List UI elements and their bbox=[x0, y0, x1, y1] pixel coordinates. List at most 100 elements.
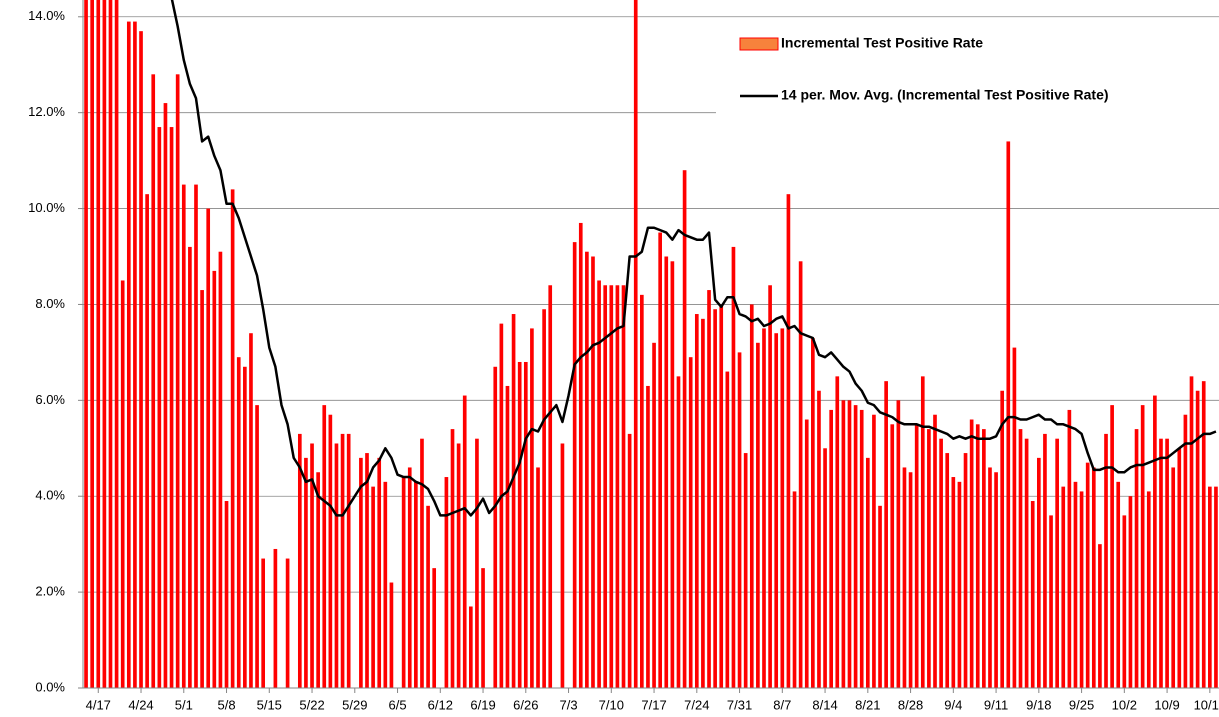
bar bbox=[731, 246, 736, 688]
bar bbox=[658, 232, 662, 688]
bar bbox=[200, 290, 204, 688]
x-tick-label: 4/17 bbox=[86, 697, 111, 712]
bar bbox=[304, 457, 308, 688]
x-tick-label: 5/1 bbox=[175, 697, 193, 712]
y-tick-label: 14.0% bbox=[28, 8, 65, 23]
bar bbox=[359, 457, 363, 688]
bar bbox=[1177, 448, 1182, 688]
bar bbox=[1049, 515, 1053, 688]
y-tick-label: 0.0% bbox=[35, 679, 65, 694]
y-tick-label: 4.0% bbox=[35, 488, 65, 503]
bar bbox=[462, 395, 467, 688]
legend-box bbox=[716, 18, 1219, 116]
bar bbox=[475, 438, 479, 688]
bar bbox=[853, 405, 858, 688]
x-tick-label: 7/10 bbox=[599, 697, 624, 712]
bar bbox=[902, 467, 907, 688]
bar bbox=[1165, 438, 1169, 688]
axes: 0.0% 2.0% 4.0% 6.0% 8.0% 10.0% 12.0% 14.0% 4/17 4… bbox=[28, 0, 1219, 712]
bar bbox=[591, 256, 595, 688]
bar bbox=[1183, 414, 1188, 688]
bar bbox=[1214, 486, 1218, 688]
bar bbox=[1067, 409, 1072, 688]
bar bbox=[896, 400, 901, 688]
moving-average-line bbox=[170, 0, 1217, 517]
bar bbox=[945, 453, 950, 688]
bar bbox=[908, 472, 913, 688]
bar bbox=[804, 419, 809, 688]
bar bbox=[145, 194, 149, 688]
bar bbox=[84, 0, 88, 688]
bar bbox=[133, 21, 137, 688]
bar bbox=[835, 376, 840, 688]
bar bbox=[230, 189, 235, 688]
bar bbox=[432, 568, 437, 688]
bar bbox=[1128, 496, 1133, 688]
bar bbox=[505, 385, 510, 688]
bar bbox=[682, 170, 687, 688]
bar bbox=[1006, 141, 1011, 688]
bar bbox=[523, 361, 528, 688]
bar bbox=[114, 0, 119, 688]
bar bbox=[450, 429, 455, 688]
bar bbox=[468, 606, 473, 688]
bar bbox=[1201, 381, 1206, 688]
bar bbox=[737, 352, 742, 688]
x-tick-label: 7/17 bbox=[641, 697, 666, 712]
bar bbox=[371, 486, 375, 688]
x-tick-label: 8/7 bbox=[773, 697, 791, 712]
bar bbox=[261, 558, 266, 688]
x-tick-label: 7/24 bbox=[684, 697, 709, 712]
y-tick-label: 6.0% bbox=[35, 392, 65, 407]
bar bbox=[151, 74, 156, 688]
bar bbox=[316, 472, 320, 688]
bar bbox=[615, 285, 620, 688]
bar bbox=[957, 481, 962, 688]
bar bbox=[823, 448, 827, 688]
bar bbox=[994, 472, 998, 688]
bar bbox=[499, 323, 504, 688]
bar bbox=[340, 433, 345, 688]
bar bbox=[481, 568, 485, 688]
x-tick-label: 9/4 bbox=[944, 697, 962, 712]
bar bbox=[652, 342, 656, 688]
bar bbox=[1153, 395, 1157, 688]
y-tick-label: 8.0% bbox=[35, 296, 65, 311]
x-tick-label: 8/28 bbox=[898, 697, 923, 712]
x-tick-label: 6/5 bbox=[388, 697, 406, 712]
bar bbox=[927, 429, 931, 688]
bar bbox=[456, 443, 461, 688]
bar bbox=[1079, 491, 1084, 688]
bar bbox=[872, 414, 876, 688]
bar bbox=[542, 309, 546, 688]
bar bbox=[206, 208, 211, 688]
bar bbox=[212, 270, 217, 688]
bar bbox=[609, 285, 614, 688]
x-tick-label: 10/9 bbox=[1154, 697, 1179, 712]
bar bbox=[597, 280, 601, 688]
x-tick-label: 5/22 bbox=[299, 697, 324, 712]
bar bbox=[859, 409, 864, 688]
bar bbox=[346, 433, 351, 688]
bar bbox=[585, 251, 589, 688]
bars bbox=[84, 0, 1218, 688]
bar bbox=[1146, 491, 1151, 688]
bar bbox=[920, 376, 925, 688]
x-tick-label: 6/26 bbox=[513, 697, 538, 712]
bar bbox=[707, 290, 711, 688]
bar bbox=[640, 294, 644, 688]
bar bbox=[1030, 501, 1035, 688]
x-tick-label: 9/11 bbox=[984, 697, 1008, 712]
bar bbox=[255, 405, 259, 688]
bar bbox=[688, 357, 693, 688]
bar bbox=[1134, 429, 1139, 688]
bar bbox=[1012, 347, 1017, 688]
bar bbox=[768, 285, 772, 688]
bar bbox=[1189, 376, 1194, 688]
bar bbox=[163, 103, 168, 688]
bar bbox=[218, 251, 223, 688]
bar bbox=[1110, 405, 1114, 688]
bar bbox=[175, 74, 180, 688]
legend-label: 14 per. Mov. Avg. (Incremental Test Posi… bbox=[781, 87, 1109, 103]
